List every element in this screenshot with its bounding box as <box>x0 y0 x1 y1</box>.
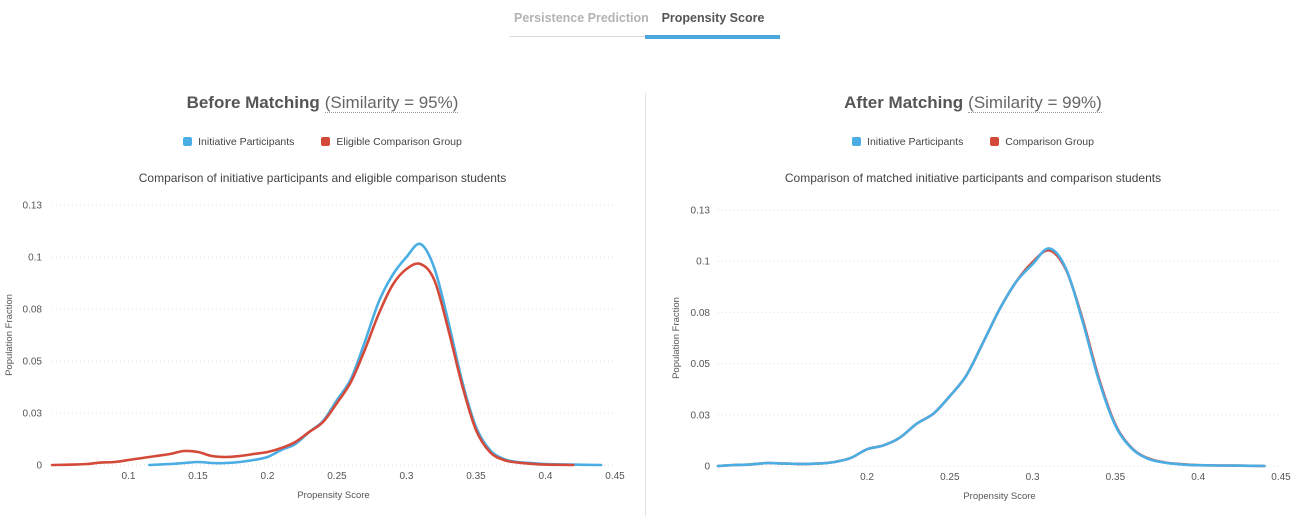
x-tick-label: 0.4 <box>539 471 553 482</box>
x-tick-label: 0.15 <box>188 471 208 482</box>
y-tick-label: 0.13 <box>23 201 43 212</box>
legend-swatch-red <box>321 137 331 146</box>
y-tick-label: 0.08 <box>23 305 43 316</box>
chart-legend: Initiative Participants Comparison Group <box>646 136 1300 148</box>
y-tick-label: 0.03 <box>691 410 711 421</box>
chart-subtitle: Comparison of matched initiative partici… <box>784 171 1162 185</box>
series-line-eligible-comparison-group[interactable] <box>50 262 575 467</box>
tab-propensity-score[interactable]: Propensity Score <box>661 11 765 25</box>
legend-label: Comparison Group <box>1005 136 1094 148</box>
x-axis-title: Propensity Score <box>297 490 369 501</box>
y-axis-title: Population Fraction <box>4 294 15 376</box>
legend-item-comparison-group[interactable]: Comparison Group <box>990 136 1094 148</box>
similarity-label[interactable]: (Similarity = 95%) <box>324 93 459 113</box>
panel-title: Before Matching (Similarity = 95%) <box>0 93 645 113</box>
x-tick-label: 0.3 <box>1026 472 1040 483</box>
legend-swatch-blue <box>852 137 862 146</box>
y-tick-label: 0.1 <box>28 253 42 264</box>
before-matching-panel: Before Matching (Similarity = 95%) Initia… <box>0 0 645 516</box>
x-tick-label: 0.2 <box>261 471 275 482</box>
legend-swatch-blue <box>183 137 193 146</box>
y-tick-label: 0.05 <box>23 357 43 368</box>
y-tick-label: 0 <box>704 462 710 473</box>
x-tick-label: 0.25 <box>940 472 960 483</box>
similarity-label[interactable]: (Similarity = 99%) <box>968 93 1102 113</box>
panel-divider <box>645 93 646 516</box>
x-tick-label: 0.35 <box>1106 472 1126 483</box>
y-tick-label: 0 <box>36 461 42 472</box>
panel-title-main: After Matching <box>844 93 964 112</box>
legend-item-initiative-participants[interactable]: Initiative Participants <box>852 136 963 148</box>
y-tick-label: 0.08 <box>691 308 711 319</box>
active-tab-indicator <box>645 35 780 39</box>
legend-item-eligible-comparison-group[interactable]: Eligible Comparison Group <box>321 136 462 148</box>
panel-title: After Matching (Similarity = 99%) <box>646 93 1300 113</box>
x-tick-label: 0.45 <box>605 471 625 482</box>
legend-item-initiative-participants[interactable]: Initiative Participants <box>183 136 294 148</box>
x-tick-label: 0.45 <box>1271 472 1291 483</box>
before-matching-chart: 0 0.03 0.05 0.08 0.1 0.13 0.1 0.15 0.2 0.25 0.3 0.3… <box>4 201 625 502</box>
legend-swatch-red <box>990 137 1000 146</box>
panel-title-main: Before Matching <box>186 93 320 112</box>
y-tick-label: 0.1 <box>696 257 710 268</box>
y-tick-label: 0.13 <box>691 206 711 217</box>
x-axis-title: Propensity Score <box>963 491 1035 502</box>
tab-persistence-prediction[interactable]: Persistence Prediction <box>514 11 649 25</box>
y-tick-label: 0.03 <box>23 409 43 420</box>
chart-legend: Initiative Participants Eligible Compari… <box>0 136 645 148</box>
series-line-initiative-participants[interactable] <box>716 247 1266 468</box>
legend-label: Initiative Participants <box>198 136 295 148</box>
after-matching-chart: 0 0.03 0.05 0.08 0.1 0.13 0.2 0.25 0.3 0.35 0.4 0.4… <box>671 206 1291 503</box>
series-line-comparison-group[interactable] <box>716 249 1266 468</box>
x-tick-label: 0.1 <box>122 471 136 482</box>
x-tick-label: 0.25 <box>327 471 347 482</box>
after-matching-panel: After Matching (Similarity = 99%) Initiat… <box>646 0 1300 516</box>
legend-label: Initiative Participants <box>867 136 964 148</box>
series-line-initiative-participants[interactable] <box>148 242 603 467</box>
tab-bar: Persistence Prediction Propensity Score <box>510 0 780 40</box>
legend-label: Eligible Comparison Group <box>336 136 462 148</box>
x-tick-label: 0.4 <box>1191 472 1205 483</box>
x-tick-label: 0.35 <box>466 471 486 482</box>
y-tick-label: 0.05 <box>691 359 711 370</box>
x-tick-label: 0.2 <box>860 472 874 483</box>
y-axis-title: Population Fraction <box>671 297 682 379</box>
x-tick-label: 0.3 <box>400 471 414 482</box>
chart-subtitle: Comparison of initiative participants an… <box>138 171 507 185</box>
